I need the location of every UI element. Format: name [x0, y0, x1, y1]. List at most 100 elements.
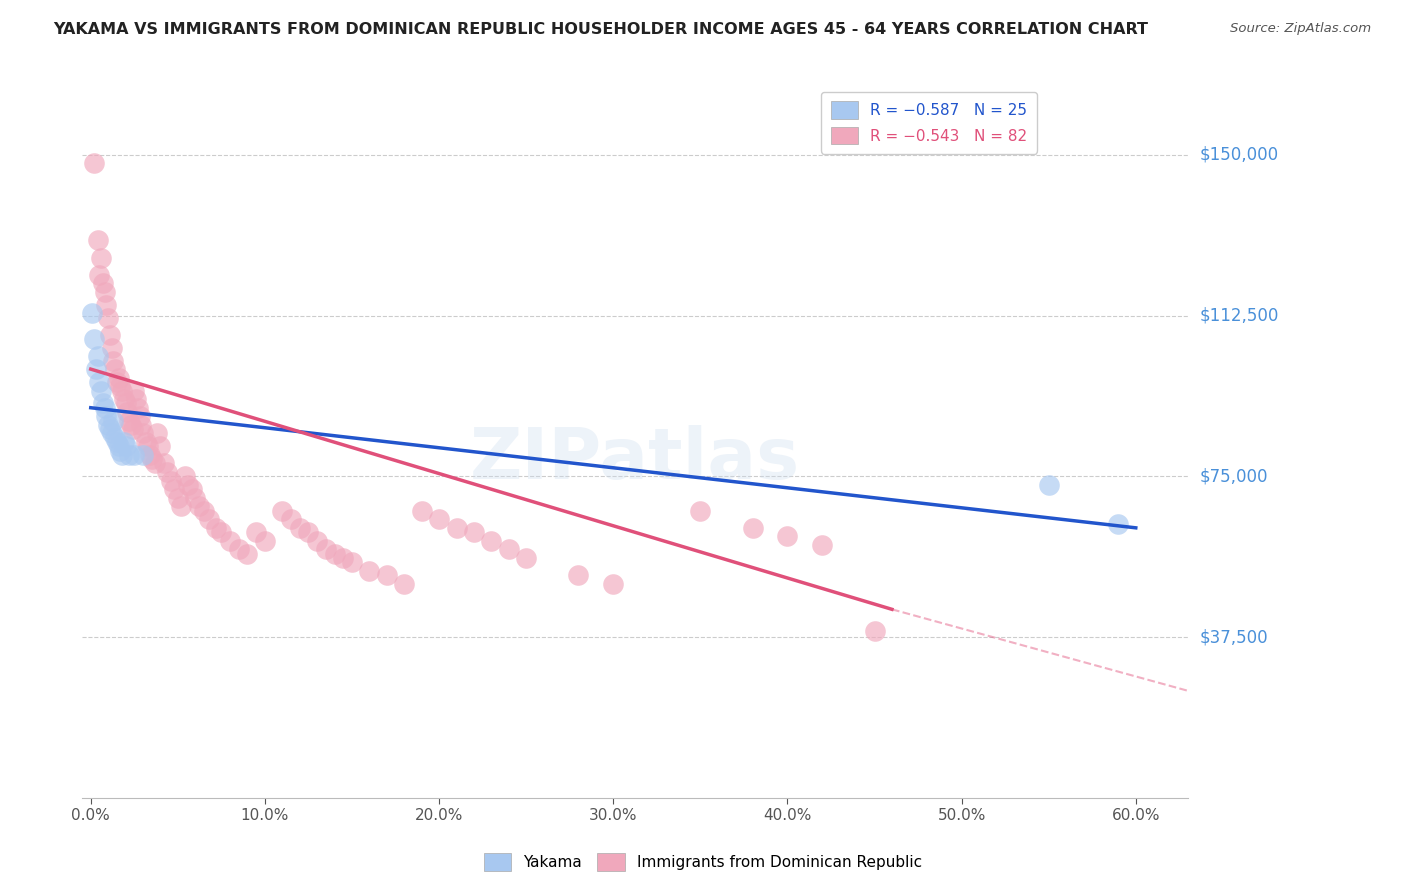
Point — [98, 327, 121, 342]
Point — [107, 370, 129, 384]
Point — [97, 310, 120, 325]
Point — [91, 277, 114, 291]
Point — [271, 504, 294, 518]
Point — [127, 401, 149, 415]
Point — [160, 474, 183, 488]
Point — [375, 568, 398, 582]
Point — [139, 448, 162, 462]
Point — [124, 448, 146, 462]
Point — [100, 426, 122, 441]
Point — [602, 576, 624, 591]
Point — [427, 512, 450, 526]
Point — [236, 547, 259, 561]
Point — [118, 414, 141, 428]
Point — [811, 538, 834, 552]
Point — [253, 533, 276, 548]
Point — [741, 521, 763, 535]
Point — [187, 500, 209, 514]
Point — [124, 384, 146, 398]
Point — [163, 482, 186, 496]
Point — [114, 396, 136, 410]
Point — [288, 521, 311, 535]
Point — [111, 384, 134, 398]
Text: $112,500: $112,500 — [1199, 307, 1278, 325]
Point — [146, 426, 169, 441]
Text: $75,000: $75,000 — [1199, 467, 1268, 485]
Point — [340, 555, 363, 569]
Point — [180, 482, 202, 496]
Point — [198, 512, 221, 526]
Point — [91, 396, 114, 410]
Point — [463, 525, 485, 540]
Point — [332, 550, 354, 565]
Point — [112, 435, 135, 450]
Point — [89, 375, 111, 389]
Point — [111, 448, 134, 462]
Point — [315, 542, 337, 557]
Text: YAKAMA VS IMMIGRANTS FROM DOMINICAN REPUBLIC HOUSEHOLDER INCOME AGES 45 - 64 YEA: YAKAMA VS IMMIGRANTS FROM DOMINICAN REPU… — [53, 22, 1149, 37]
Point — [193, 504, 215, 518]
Point — [479, 533, 502, 548]
Point — [280, 512, 302, 526]
Point — [118, 448, 141, 462]
Point — [89, 268, 111, 282]
Point — [125, 392, 148, 406]
Point — [129, 417, 152, 432]
Point — [132, 448, 155, 462]
Text: ZIPatlas: ZIPatlas — [470, 425, 800, 494]
Point — [166, 491, 188, 505]
Point — [149, 439, 172, 453]
Point — [120, 417, 142, 432]
Point — [96, 298, 118, 312]
Point — [498, 542, 520, 557]
Point — [112, 392, 135, 406]
Point — [1038, 478, 1060, 492]
Point — [209, 525, 232, 540]
Point — [110, 443, 132, 458]
Point — [136, 439, 159, 453]
Point — [863, 624, 886, 638]
Point — [228, 542, 250, 557]
Point — [689, 504, 711, 518]
Point — [307, 533, 329, 548]
Point — [98, 422, 121, 436]
Point — [117, 405, 139, 419]
Point — [567, 568, 589, 582]
Point — [515, 550, 537, 565]
Point — [82, 306, 104, 320]
Point — [93, 401, 115, 415]
Point — [107, 439, 129, 453]
Point — [297, 525, 319, 540]
Point — [96, 409, 118, 424]
Point — [219, 533, 242, 548]
Point — [132, 426, 155, 441]
Point — [86, 234, 108, 248]
Point — [128, 409, 150, 424]
Point — [205, 521, 228, 535]
Point — [104, 431, 127, 445]
Point — [141, 452, 163, 467]
Point — [1107, 516, 1129, 531]
Point — [110, 379, 132, 393]
Point — [173, 469, 195, 483]
Point — [323, 547, 346, 561]
Point — [105, 375, 128, 389]
Point — [90, 384, 112, 398]
Point — [93, 285, 115, 299]
Text: $37,500: $37,500 — [1199, 628, 1268, 646]
Point — [411, 504, 433, 518]
Point — [83, 156, 105, 170]
Point — [153, 457, 176, 471]
Point — [394, 576, 416, 591]
Point — [83, 332, 105, 346]
Point — [97, 417, 120, 432]
Point — [184, 491, 207, 505]
Point — [156, 465, 179, 479]
Point — [135, 435, 157, 450]
Point — [170, 500, 193, 514]
Point — [100, 341, 122, 355]
Point — [84, 362, 107, 376]
Text: $150,000: $150,000 — [1199, 145, 1278, 163]
Point — [446, 521, 468, 535]
Point — [90, 251, 112, 265]
